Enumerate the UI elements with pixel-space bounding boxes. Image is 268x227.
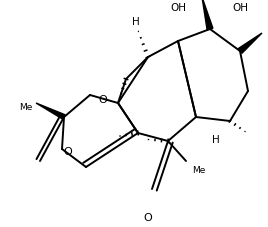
- Text: O: O: [144, 212, 152, 222]
- Text: OH: OH: [170, 3, 186, 13]
- Polygon shape: [238, 34, 262, 54]
- Polygon shape: [202, 0, 213, 31]
- Text: H: H: [212, 134, 220, 144]
- Text: OH: OH: [232, 3, 248, 13]
- Polygon shape: [36, 104, 65, 120]
- Text: Me: Me: [192, 165, 205, 174]
- Text: O: O: [99, 95, 107, 105]
- Text: O: O: [64, 146, 72, 156]
- Text: H: H: [132, 17, 140, 27]
- Text: Me: Me: [19, 103, 33, 112]
